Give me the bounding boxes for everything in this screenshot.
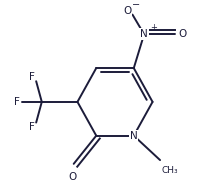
- Text: F: F: [29, 72, 34, 82]
- Text: N: N: [140, 29, 148, 39]
- Text: O: O: [69, 172, 77, 182]
- Text: O: O: [178, 29, 187, 39]
- Text: N: N: [130, 131, 138, 141]
- Text: CH₃: CH₃: [162, 166, 179, 175]
- Text: −: −: [132, 0, 140, 10]
- Text: O: O: [123, 6, 131, 16]
- Text: +: +: [150, 23, 157, 32]
- Text: F: F: [29, 122, 34, 132]
- Text: F: F: [14, 97, 19, 107]
